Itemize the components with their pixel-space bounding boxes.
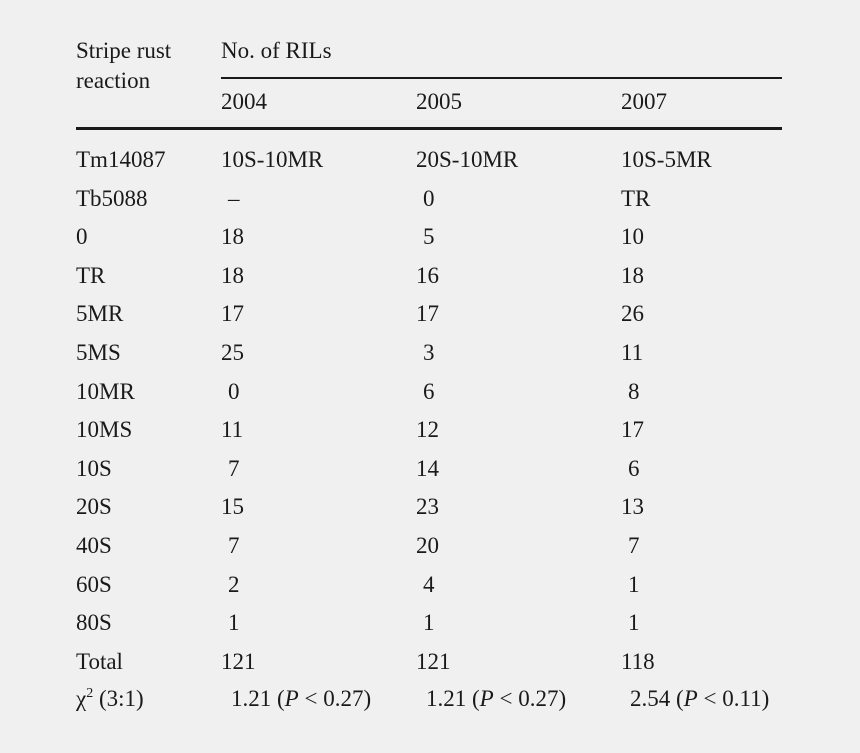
table-cell: 3 bbox=[423, 340, 435, 365]
table-cell: 17 bbox=[416, 301, 439, 326]
row-label: 40S bbox=[76, 533, 112, 558]
table-cell: 4 bbox=[423, 572, 435, 597]
row-label: 20S bbox=[76, 494, 112, 519]
table-cell: 15 bbox=[221, 494, 244, 519]
table-cell: 17 bbox=[621, 417, 644, 442]
table-cell: 6 bbox=[628, 456, 640, 481]
table-cell: 20S-10MR bbox=[416, 147, 519, 172]
table-cell: 14 bbox=[416, 456, 439, 481]
column-header-stripe-rust: Stripe rust bbox=[76, 38, 172, 63]
header-bottom-rule bbox=[76, 127, 782, 130]
row-label: Tb5088 bbox=[76, 186, 148, 211]
table-cell: 1 bbox=[628, 610, 640, 635]
table-cell: 0 bbox=[423, 186, 435, 211]
year-header-2007: 2007 bbox=[621, 89, 667, 114]
column-header-reaction: reaction bbox=[76, 68, 151, 93]
chi-square-value-2004: 1.21 (P < 0.27) bbox=[231, 686, 372, 711]
table-cell: 1 bbox=[628, 572, 640, 597]
table-cell: 10S-5MR bbox=[621, 147, 712, 172]
row-label: 5MR bbox=[76, 301, 124, 326]
header-divider bbox=[221, 77, 782, 79]
table-cell: 7 bbox=[628, 533, 640, 558]
row-label: 10S bbox=[76, 456, 112, 481]
table-cell: TR bbox=[621, 186, 651, 211]
table-cell: 18 bbox=[221, 263, 244, 288]
table-cell: 7 bbox=[228, 456, 240, 481]
table-cell: 1 bbox=[228, 610, 240, 635]
table-cell: 10S-10MR bbox=[221, 147, 324, 172]
table-cell: 8 bbox=[628, 379, 640, 404]
table-cell: 12 bbox=[416, 417, 439, 442]
table-cell: 16 bbox=[416, 263, 439, 288]
row-label: 0 bbox=[76, 224, 88, 249]
table-cell: 121 bbox=[221, 649, 256, 674]
table-cell: 0 bbox=[228, 379, 240, 404]
table-cell: 1 bbox=[423, 610, 435, 635]
table-cell: 17 bbox=[221, 301, 244, 326]
row-label: TR bbox=[76, 263, 106, 288]
row-label: 5MS bbox=[76, 340, 121, 365]
table-cell: 2 bbox=[228, 572, 240, 597]
row-label: Tm14087 bbox=[76, 147, 166, 172]
table-cell: 18 bbox=[621, 263, 644, 288]
table-cell: 121 bbox=[416, 649, 451, 674]
row-label: Total bbox=[76, 649, 123, 674]
table-cell: 5 bbox=[423, 224, 435, 249]
chi-square-label: χ2 (3:1) bbox=[76, 686, 144, 711]
table-cell: 7 bbox=[228, 533, 240, 558]
table-cell: 10 bbox=[621, 224, 644, 249]
table-cell: 25 bbox=[221, 340, 244, 365]
row-label: 60S bbox=[76, 572, 112, 597]
table-cell: 6 bbox=[423, 379, 435, 404]
table-cell: 18 bbox=[221, 224, 244, 249]
table-cell: – bbox=[228, 186, 240, 211]
year-header-2005: 2005 bbox=[416, 89, 462, 114]
table-cell: 11 bbox=[621, 340, 644, 365]
table-cell: 11 bbox=[221, 417, 244, 442]
row-label: 10MS bbox=[76, 417, 133, 442]
year-header-2004: 2004 bbox=[221, 89, 267, 114]
chi-square-value-2007: 2.54 (P < 0.11) bbox=[630, 686, 770, 711]
chi-square-value-2005: 1.21 (P < 0.27) bbox=[426, 686, 567, 711]
row-label: 10MR bbox=[76, 379, 135, 404]
group-header-rils: No. of RILs bbox=[221, 38, 332, 63]
table-cell: 118 bbox=[621, 649, 655, 674]
table-cell: 26 bbox=[621, 301, 644, 326]
table-cell: 20 bbox=[416, 533, 439, 558]
table-cell: 13 bbox=[621, 494, 644, 519]
row-label: 80S bbox=[76, 610, 112, 635]
table-cell: 23 bbox=[416, 494, 439, 519]
